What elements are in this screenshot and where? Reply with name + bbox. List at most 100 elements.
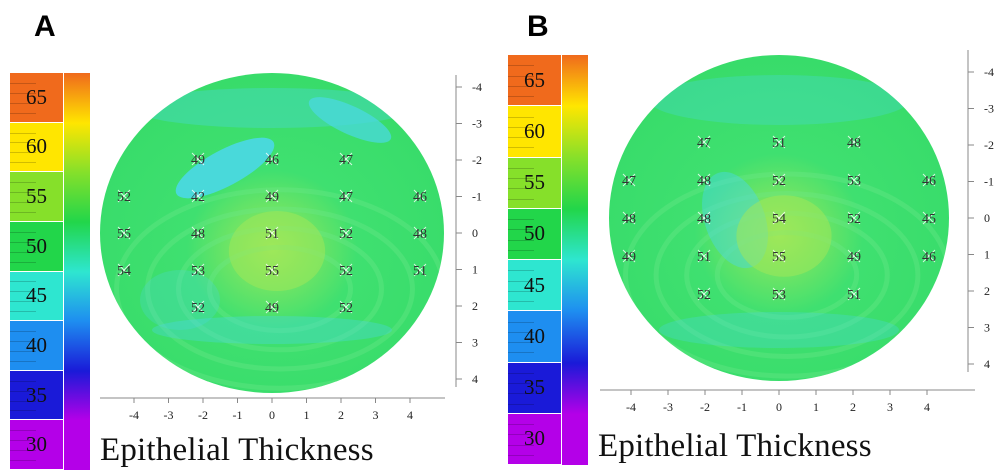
scale-label: 50 bbox=[10, 221, 63, 271]
x-tick-label: 1 bbox=[304, 408, 310, 422]
x-tick-label: 1 bbox=[813, 400, 819, 414]
svg-text:51: 51 bbox=[847, 288, 861, 303]
scale-ramp-segment bbox=[64, 172, 90, 222]
scale-ramp-tick bbox=[508, 434, 534, 436]
scale-ramp-tick bbox=[10, 360, 36, 362]
thickness-value: 52 bbox=[117, 189, 131, 205]
x-tick-label: -2 bbox=[198, 408, 208, 422]
scale-ramp-tick bbox=[508, 65, 534, 67]
svg-text:55: 55 bbox=[772, 250, 786, 265]
svg-text:52: 52 bbox=[772, 174, 786, 189]
x-tick-label: -2 bbox=[700, 400, 710, 414]
map-title: Epithelial Thickness bbox=[598, 428, 872, 464]
thickness-value: 53 bbox=[772, 287, 786, 303]
x-tick-label: 0 bbox=[269, 408, 275, 422]
scale-ramp-tick bbox=[10, 430, 36, 432]
scale-ramp-tick bbox=[508, 147, 534, 149]
scale-ramp-tick bbox=[10, 331, 36, 333]
svg-text:47: 47 bbox=[339, 153, 353, 168]
svg-text:52: 52 bbox=[697, 288, 711, 303]
scale-label: 65 bbox=[508, 55, 561, 106]
y-tick-label: -1 bbox=[984, 175, 994, 189]
thickness-value: 42 bbox=[191, 189, 205, 205]
svg-text:52: 52 bbox=[339, 227, 353, 242]
scale-ramp-tick bbox=[508, 167, 534, 169]
y-tick-label: 1 bbox=[984, 248, 990, 262]
scale-ramp-tick bbox=[508, 403, 534, 405]
thickness-value: 52 bbox=[697, 287, 711, 303]
svg-text:48: 48 bbox=[697, 212, 711, 227]
scale-ramp-tick bbox=[10, 92, 36, 94]
scale-ramp-tick bbox=[508, 219, 534, 220]
x-tick-label: -3 bbox=[164, 408, 174, 422]
svg-text:47: 47 bbox=[697, 136, 711, 151]
svg-text:52: 52 bbox=[191, 301, 205, 316]
thickness-value: 54 bbox=[772, 211, 786, 227]
svg-text:51: 51 bbox=[772, 136, 786, 151]
svg-text:46: 46 bbox=[922, 250, 936, 265]
scale-ramp-tick bbox=[10, 142, 36, 144]
scale-ramp-tick bbox=[10, 301, 36, 303]
y-tick-label: 4 bbox=[984, 357, 990, 371]
svg-text:46: 46 bbox=[922, 174, 936, 189]
x-tick-label: -4 bbox=[626, 400, 636, 414]
thickness-value: 46 bbox=[265, 152, 279, 168]
thickness-value: 48 bbox=[847, 135, 861, 151]
thickness-value: 53 bbox=[191, 263, 205, 279]
scale-ramp-tick bbox=[10, 231, 36, 233]
x-tick-label: 4 bbox=[407, 408, 413, 422]
svg-text:48: 48 bbox=[697, 174, 711, 189]
scale-ramp-tick bbox=[10, 132, 36, 134]
y-tick-label: -3 bbox=[984, 102, 994, 116]
svg-text:54: 54 bbox=[117, 264, 131, 279]
scale-label: 30 bbox=[508, 413, 561, 464]
thickness-value: 49 bbox=[622, 249, 636, 265]
scale-ramp-tick bbox=[508, 342, 534, 343]
x-tick-label: 2 bbox=[850, 400, 856, 414]
scale-ramp-tick bbox=[508, 126, 534, 128]
color-scale: 65 60 55 50 45 40 35 30 bbox=[508, 55, 590, 465]
scale-ramp-tick bbox=[10, 400, 36, 402]
scale-ramp-tick bbox=[10, 251, 36, 253]
scale-ramp-tick bbox=[508, 383, 534, 384]
scale-ramp-tick bbox=[10, 152, 36, 154]
scale-ramp-tick bbox=[10, 162, 36, 164]
scale-ramp-segment bbox=[64, 122, 90, 173]
x-tick-label: -1 bbox=[737, 400, 747, 414]
scale-ramp-tick bbox=[10, 192, 36, 194]
thickness-value: 47 bbox=[622, 173, 636, 189]
thin-region bbox=[152, 316, 392, 344]
map-contour bbox=[653, 191, 921, 360]
scale-label: 55 bbox=[508, 157, 561, 208]
scale-label: 60 bbox=[10, 122, 63, 172]
y-tick-label: -3 bbox=[472, 117, 482, 131]
scale-ramp-tick bbox=[508, 321, 534, 323]
scale-label: 50 bbox=[508, 208, 561, 259]
scale-ramp-segment bbox=[64, 370, 90, 421]
scale-ramp-tick bbox=[10, 182, 36, 184]
svg-text:45: 45 bbox=[922, 212, 936, 227]
thickness-value: 52 bbox=[339, 226, 353, 242]
thickness-value: 47 bbox=[339, 189, 353, 205]
scale-ramp-tick bbox=[10, 291, 36, 293]
scale-ramp-segment bbox=[64, 73, 90, 123]
thickness-value: 51 bbox=[697, 249, 711, 265]
y-tick-label: -2 bbox=[984, 138, 994, 152]
scale-ramp-tick bbox=[10, 202, 36, 204]
thickness-value: 47 bbox=[339, 152, 353, 168]
scale-ramp-tick bbox=[508, 229, 534, 231]
scale-label: 55 bbox=[10, 172, 63, 221]
scale-ramp-tick bbox=[10, 211, 36, 213]
scale-ramp-tick bbox=[508, 424, 534, 425]
x-axis: -4 -3 -2 -1 0 1 2 3 4 bbox=[100, 397, 445, 422]
scale-ramp-segment bbox=[562, 311, 588, 363]
y-tick-label: 2 bbox=[472, 299, 478, 313]
y-tick-label: -4 bbox=[472, 80, 482, 94]
scale-ramp-segment bbox=[64, 420, 90, 470]
thickness-value: 48 bbox=[697, 173, 711, 189]
thickness-value: 55 bbox=[265, 263, 279, 279]
scale-ramp-tick bbox=[10, 450, 36, 452]
scale-label: 60 bbox=[508, 106, 561, 157]
